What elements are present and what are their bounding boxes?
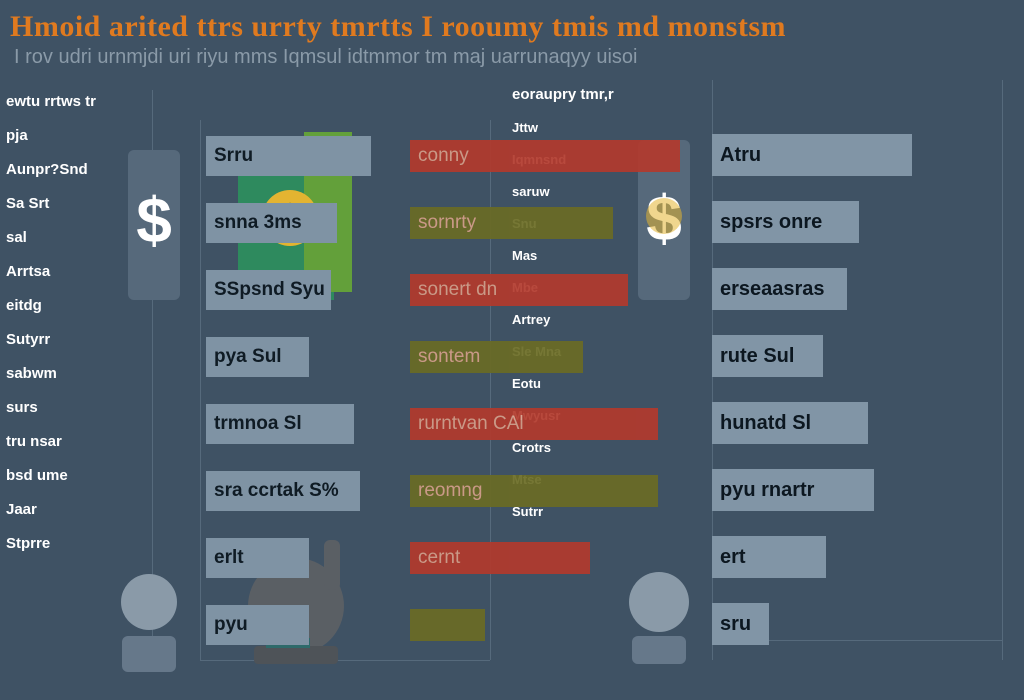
dollar-icon: $: [638, 140, 690, 300]
bar-left: Srru: [206, 136, 372, 176]
bar-left: snna 3ms: [206, 203, 338, 243]
middle-label: Sutrr: [512, 504, 544, 519]
left-list-item: bsd ume: [6, 467, 68, 484]
left-list-item: Arrtsa: [6, 263, 51, 280]
left-list-item: surs: [6, 399, 38, 416]
middle-heading: eoraupry tmr,r: [512, 86, 614, 103]
left-list-item: Sa Srt: [6, 195, 50, 212]
left-list-item: sal: [6, 229, 27, 246]
bar-middle: [410, 609, 485, 641]
middle-label: Eotu: [512, 376, 541, 391]
person-icon: [118, 552, 180, 674]
bar-right: erseaasras: [712, 268, 847, 310]
left-list-item: Sutyrr: [6, 331, 51, 348]
grid-line: [152, 90, 153, 660]
bar-right: sru: [712, 603, 769, 645]
left-list-item: Aunpr?Snd: [6, 161, 88, 178]
bar-middle: sontem: [410, 341, 583, 373]
left-list-heading: ewtu rrtws tr: [6, 93, 97, 110]
bar-left: SSpsnd Syu: [206, 270, 332, 310]
bar-left: pyu: [206, 605, 309, 645]
chart-subtitle: I rov udri urnmjdi uri riyu mms Iqmsul i…: [14, 46, 638, 68]
middle-label: Mas: [512, 248, 538, 263]
bar-left: pya Sul: [206, 337, 309, 377]
left-list-item: pja: [6, 127, 28, 144]
middle-label: Crotrs: [512, 440, 552, 455]
chart-title: Hmoid arited ttrs urrty tmrtts I rooumy …: [10, 10, 787, 43]
left-list-item: tru nsar: [6, 433, 62, 450]
bar-right: hunatd Sl: [712, 402, 868, 444]
grid-line: [1002, 80, 1003, 660]
grid-line: [200, 120, 201, 660]
middle-label: Artrey: [512, 312, 551, 327]
bar-left: sra ccrtak S%: [206, 471, 360, 511]
bar-right: Atru: [712, 134, 912, 176]
bar-middle: reomng: [410, 475, 658, 507]
middle-label: saruw: [512, 184, 550, 199]
dollar-icon: $: [128, 150, 180, 300]
bar-middle: cernt: [410, 542, 590, 574]
bar-middle: sornrty: [410, 207, 613, 239]
bar-left: trmnoa Sl: [206, 404, 355, 444]
left-list-item: sabwm: [6, 365, 57, 382]
left-list-item: Jaar: [6, 501, 37, 518]
bar-right: spsrs onre: [712, 201, 859, 243]
bar-right: pyu rnartr: [712, 469, 874, 511]
bar-left: erlt: [206, 538, 309, 578]
bar-middle: sonert dn: [410, 274, 628, 306]
bar-right: rute Sul: [712, 335, 823, 377]
bar-middle: rurntvan CAl: [410, 408, 658, 440]
bar-right: ert: [712, 536, 826, 578]
person-icon: [624, 540, 694, 666]
left-list-item: eitdg: [6, 297, 42, 314]
middle-label: Jttw: [512, 120, 538, 135]
grid-line: [712, 640, 1002, 641]
left-category-list: ewtu rrtws tr pja Aunpr?Snd Sa Srt sal Arrts…: [6, 92, 166, 568]
bar-middle: conny: [410, 140, 680, 172]
grid-line: [490, 120, 491, 660]
grid-line: [200, 660, 490, 661]
svg-text:$: $: [136, 184, 172, 256]
left-list-item: Stprre: [6, 535, 51, 552]
